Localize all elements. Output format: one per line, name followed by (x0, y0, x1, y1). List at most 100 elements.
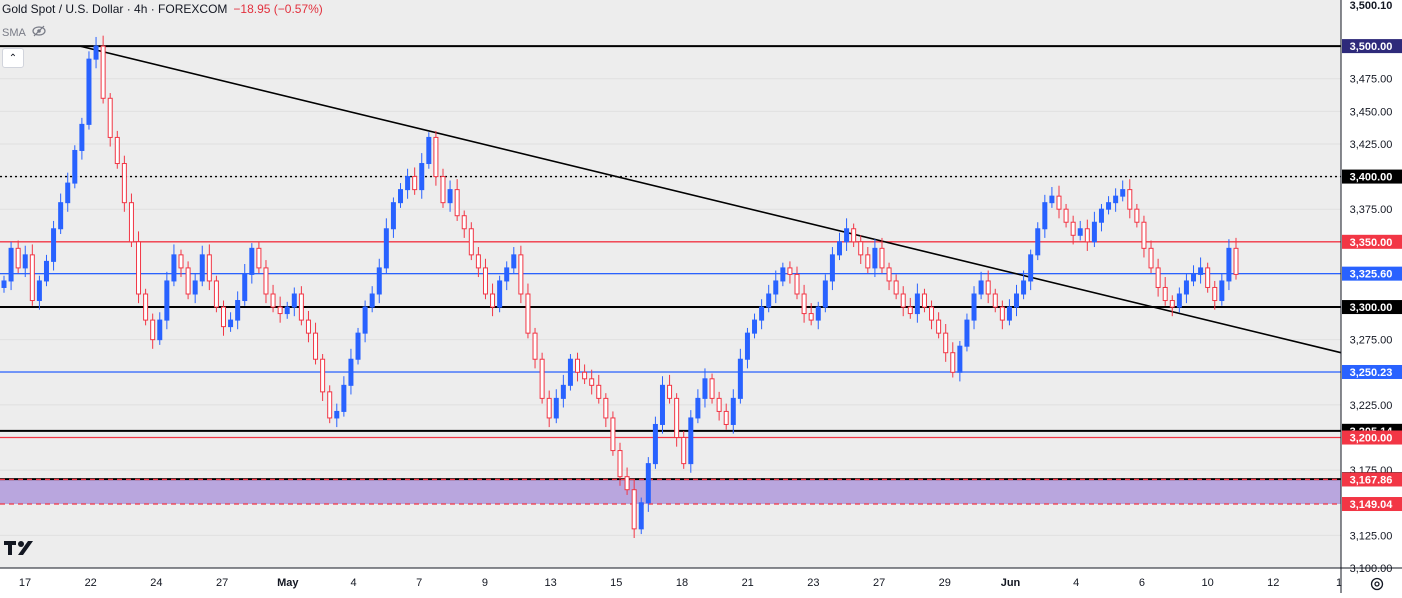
candle-body (192, 280, 198, 295)
candle-body (454, 189, 460, 217)
x-tick-label: 13 (544, 577, 556, 589)
candle-body (8, 247, 14, 282)
x-tick-label: 22 (85, 577, 97, 589)
candle-body (1014, 293, 1020, 308)
candle-body (1106, 202, 1112, 210)
candle-body (305, 319, 311, 334)
candle-body (164, 280, 170, 321)
candle-body (914, 293, 920, 315)
candle-body (369, 293, 375, 308)
candle-body (1, 280, 7, 288)
candle-body (985, 280, 991, 295)
candle-body (43, 260, 49, 282)
candle-body (582, 371, 588, 380)
x-tick-label: 6 (1139, 577, 1145, 589)
candle-body (22, 254, 28, 269)
candle-body (1084, 228, 1090, 243)
candle-body (836, 241, 842, 256)
candle-body (1169, 300, 1175, 308)
candle-body (794, 273, 800, 295)
gear-icon[interactable] (1368, 575, 1386, 598)
x-tick-label: 10 (1201, 577, 1213, 589)
candle-body (298, 293, 304, 321)
candle-body (1155, 267, 1161, 288)
price-level-lines (0, 45, 1341, 505)
candle-body (553, 397, 559, 419)
candle-body (1176, 293, 1182, 308)
candle-body (426, 136, 432, 165)
candle-body (263, 267, 269, 295)
candle-body (844, 228, 850, 243)
candle-body (511, 254, 517, 269)
y-tick-label: 3,125.00 (1350, 530, 1393, 542)
candle-body (475, 254, 481, 269)
candle-body (114, 136, 120, 165)
candle-body (631, 489, 637, 530)
plot-background (0, 0, 1341, 568)
candle-body (1049, 195, 1055, 204)
candle-body (1070, 221, 1076, 236)
candle-body (943, 332, 949, 354)
indicator-label: SMA (2, 26, 26, 39)
candle-body (759, 306, 765, 321)
candle-body (1134, 208, 1140, 223)
level-label-bg (1342, 472, 1402, 487)
candle-body (978, 280, 984, 295)
candle-body (723, 410, 729, 425)
candle-body (29, 254, 35, 302)
x-tick-label: 17 (19, 577, 31, 589)
candle-body (659, 384, 665, 425)
x-tick-label: 27 (873, 577, 885, 589)
candle-body (921, 293, 927, 308)
trendline-line (79, 45, 1342, 354)
candle-body (929, 306, 935, 321)
candle-body (971, 293, 977, 321)
y-tick-label: 3,375.00 (1350, 204, 1393, 216)
indicator-legend[interactable]: SMA (2, 25, 46, 40)
price-level-labels: 3,500.00 3,400.00 3,350.00 3,325.60 3,300.00… (1342, 0, 1402, 512)
candle-body (277, 306, 283, 315)
candle-body (86, 58, 92, 125)
candle-body (504, 267, 510, 282)
candle-body (65, 182, 71, 204)
level-label: 3,500.00 (1350, 41, 1393, 53)
candle-body (1205, 267, 1211, 288)
candle-body (560, 384, 566, 399)
x-tick-label: 23 (807, 577, 819, 589)
candle-body (858, 241, 864, 256)
x-tick-label: 18 (676, 577, 688, 589)
candle-body (532, 332, 538, 360)
candle-body (468, 228, 474, 256)
x-tick-label: Jun (1001, 577, 1021, 589)
candle-body (773, 280, 779, 295)
candle-body (199, 254, 205, 282)
eye-off-icon[interactable] (32, 25, 46, 40)
candle-body (829, 254, 835, 282)
price-change: −18.95 (−0.57%) (233, 2, 323, 16)
candle-body (58, 202, 64, 230)
x-tick-label: 27 (216, 577, 228, 589)
level-label-bg (1342, 266, 1402, 281)
candle-body (206, 254, 212, 282)
candle-body (1191, 273, 1197, 282)
x-tick-label: 29 (939, 577, 951, 589)
x-tick-label: May (277, 577, 299, 589)
candle-body (525, 293, 531, 334)
x-tick-label: 7 (416, 577, 422, 589)
candle-body (1035, 228, 1041, 256)
candle-body (171, 254, 177, 282)
candle-body (709, 378, 715, 399)
candle-body (1219, 280, 1225, 302)
candle-body (957, 345, 963, 373)
y-tick-label: 3,425.00 (1350, 139, 1393, 151)
tradingview-logo-icon[interactable] (4, 541, 38, 560)
collapse-legend-button[interactable]: ⌃ (2, 48, 24, 68)
candle-body (220, 306, 226, 328)
candle-body (249, 247, 255, 275)
level-label-bg (1342, 169, 1402, 184)
grid (0, 0, 1341, 569)
level-label: 3,350.00 (1350, 237, 1393, 249)
candles (1, 35, 1239, 538)
candle-body (178, 254, 184, 269)
